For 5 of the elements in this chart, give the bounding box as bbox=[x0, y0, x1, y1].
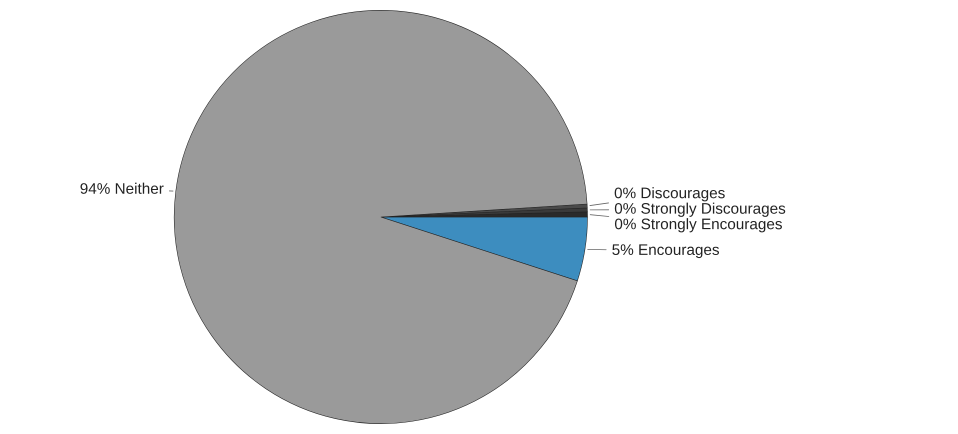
slice-label: 94% Neither bbox=[80, 182, 164, 194]
slice-label: 5% Encourages bbox=[612, 244, 720, 258]
slice-label: 0% Discourages bbox=[614, 187, 725, 202]
slice-label: 0% Strongly Encourages bbox=[614, 218, 782, 232]
slice-label: 0% Strongly Discourages bbox=[614, 202, 786, 217]
